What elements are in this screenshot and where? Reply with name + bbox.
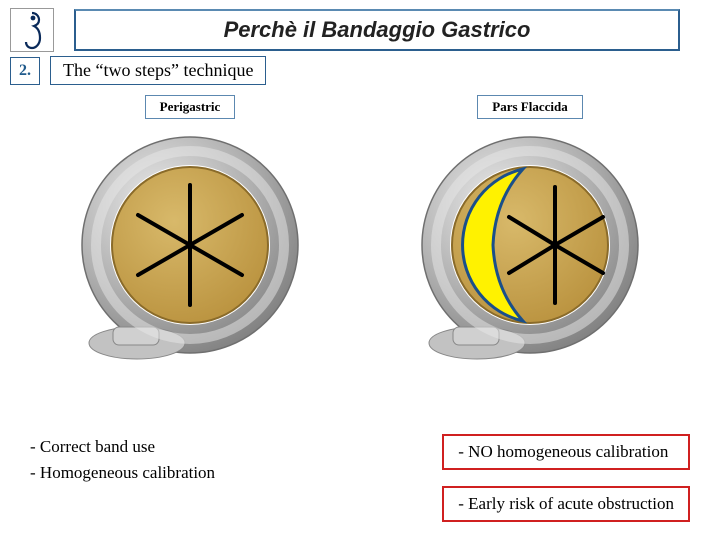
perigastric-label: Perigastric bbox=[145, 95, 236, 119]
left-note-1: - Correct band use bbox=[30, 434, 215, 460]
logo bbox=[10, 8, 54, 52]
right-note-2: - Early risk of acute obstruction bbox=[442, 486, 690, 522]
right-column: Pars Flaccida bbox=[375, 95, 685, 375]
right-notes: - NO homogeneous calibration - Early ris… bbox=[442, 434, 690, 522]
left-note-2: - Homogeneous calibration bbox=[30, 460, 215, 486]
pars-flaccida-diagram bbox=[405, 125, 655, 375]
step-subtitle: The “two steps” technique bbox=[50, 56, 266, 85]
page-title: Perchè il Bandaggio Gastrico bbox=[74, 9, 680, 51]
left-notes: - Correct band use - Homogeneous calibra… bbox=[30, 434, 215, 522]
step-number: 2. bbox=[10, 57, 40, 85]
right-note-1: - NO homogeneous calibration bbox=[442, 434, 690, 470]
perigastric-diagram bbox=[65, 125, 315, 375]
pars-flaccida-label: Pars Flaccida bbox=[477, 95, 582, 119]
left-column: Perigastric bbox=[35, 95, 345, 375]
